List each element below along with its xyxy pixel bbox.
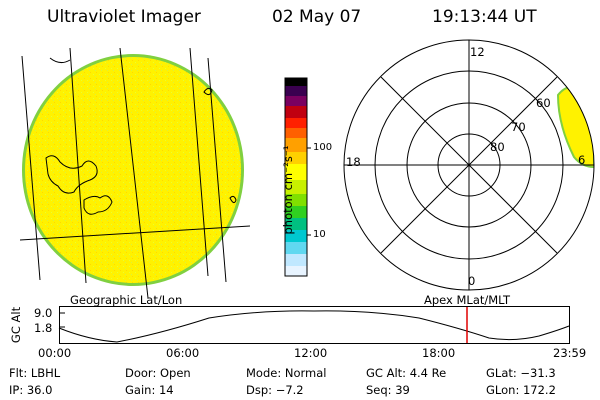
- observation-date: 02 May 07: [272, 7, 362, 27]
- status-ip: IP: 36.0: [9, 383, 53, 397]
- time-tick-1800: 18:00: [422, 346, 456, 360]
- status-dsp: Dsp: −7.2: [246, 383, 304, 397]
- altitude-plot: [58, 306, 570, 344]
- status-seq: Seq: 39: [366, 383, 410, 397]
- observation-time: 19:13:44 UT: [432, 7, 537, 27]
- instrument-title: Ultraviolet Imager: [47, 7, 201, 27]
- mlt-label-6: 6: [578, 153, 586, 167]
- geographic-image-panel: [20, 48, 250, 298]
- status-door: Door: Open: [125, 366, 191, 380]
- status-glat: GLat: −31.3: [486, 366, 556, 380]
- colorbar-unit-label: photon cm⁻²s⁻¹: [281, 145, 295, 235]
- mlat-mlt-polar-plot: [343, 39, 595, 291]
- alt-tick-9: 9.0: [34, 306, 53, 320]
- mlt-label-0: 0: [468, 274, 476, 288]
- status-gain: Gain: 14: [125, 383, 174, 397]
- coastline: [83, 195, 113, 215]
- colorbar: [284, 77, 311, 277]
- status-glon: GLon: 172.2: [486, 383, 556, 397]
- colorbar-tick-100: 100: [313, 142, 333, 153]
- coastline: [229, 195, 237, 204]
- time-tick-0600: 06:00: [166, 346, 200, 360]
- mlt-label-18: 18: [346, 155, 361, 169]
- altitude-curve: [58, 310, 570, 343]
- status-filter: Flt: LBHL: [9, 366, 61, 380]
- coastline: [203, 87, 213, 96]
- mlat-label-70: 70: [511, 120, 526, 134]
- mlt-label-12: 12: [470, 45, 485, 59]
- right-panel-label: Apex MLat/MLT: [424, 293, 511, 307]
- earth-disc: [25, 57, 241, 283]
- colorbar-tick-10: 10: [313, 229, 326, 240]
- coastline: [45, 155, 98, 194]
- time-tick-1200: 12:00: [294, 346, 328, 360]
- status-mode: Mode: Normal: [246, 366, 327, 380]
- time-tick-0000: 00:00: [38, 346, 72, 360]
- lat-lon-grid: [20, 48, 250, 298]
- mlat-label-80: 80: [490, 140, 505, 154]
- time-tick-2359: 23:59: [553, 346, 587, 360]
- status-gc-alt: GC Alt: 4.4 Re: [366, 366, 447, 380]
- alt-tick-1-8: 1.8: [34, 321, 53, 335]
- alt-axis-label: GC Alt: [9, 306, 23, 344]
- coastline: [49, 57, 71, 64]
- mlat-label-60: 60: [536, 96, 551, 110]
- left-panel-label: Geographic Lat/Lon: [70, 293, 183, 307]
